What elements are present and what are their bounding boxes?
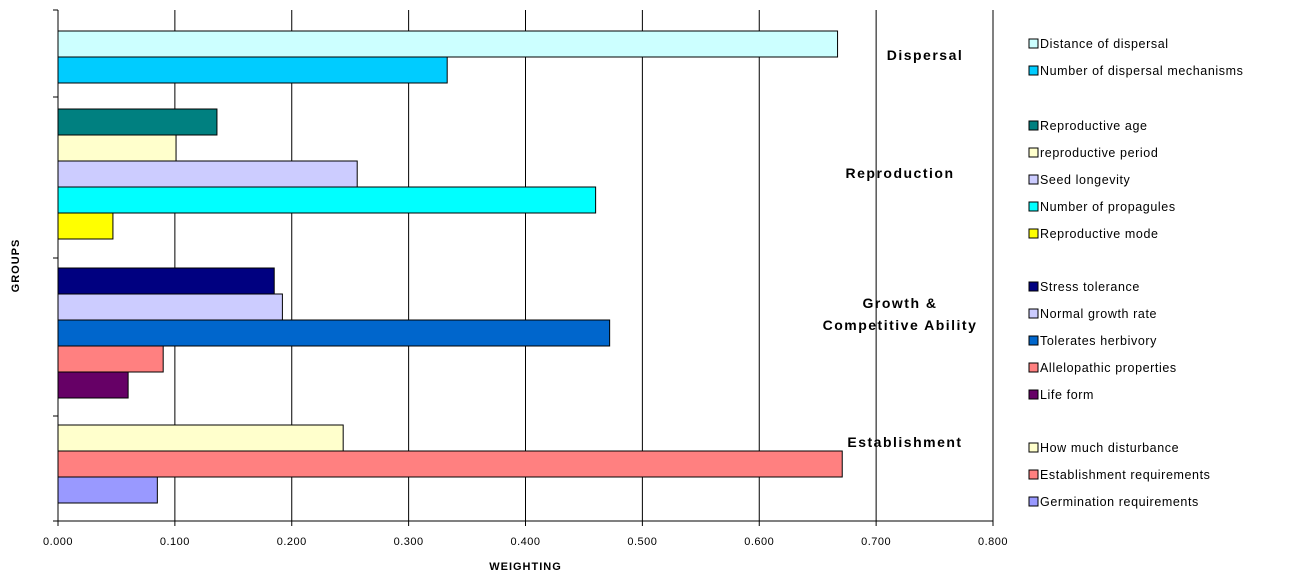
- legend-swatch: [1028, 281, 1039, 292]
- x-tick-label: 0.500: [627, 536, 657, 548]
- legend-label: Germination requirements: [1040, 495, 1199, 509]
- legend-swatch: [1028, 496, 1039, 507]
- legend-swatch: [1028, 201, 1039, 212]
- legend-label: Establishment requirements: [1040, 468, 1211, 482]
- group-label: Competitive Ability: [823, 317, 978, 333]
- legend-label: Life form: [1040, 388, 1094, 402]
- legend-swatch: [1028, 308, 1039, 319]
- legend-label: Allelopathic properties: [1040, 361, 1177, 375]
- legend-label: Reproductive age: [1040, 119, 1148, 133]
- bar: [57, 371, 129, 399]
- x-tick-label: 0.400: [510, 536, 540, 548]
- bar: [57, 30, 839, 58]
- bar: [57, 186, 597, 214]
- legend-label: Normal growth rate: [1040, 307, 1157, 321]
- x-tick-labels: 0.000 0.100 0.200 0.300 0.400 0.500 0.600 0.700…: [43, 536, 1008, 548]
- group-label: Reproduction: [846, 165, 955, 181]
- bars: [57, 30, 843, 504]
- x-tick-label: 0.700: [861, 536, 891, 548]
- group-label: Dispersal: [887, 47, 964, 63]
- bar: [57, 450, 843, 478]
- bar: [57, 319, 611, 347]
- legend-swatch: [1028, 442, 1039, 453]
- legend-swatch: [1028, 389, 1039, 400]
- legend-swatch: [1028, 335, 1039, 346]
- legend-swatch: [1028, 147, 1039, 158]
- legend-label: Number of propagules: [1040, 200, 1176, 214]
- bar: [57, 108, 218, 136]
- x-tick-label: 0.000: [43, 536, 73, 548]
- legend: Distance of dispersal Number of dispersal…: [1028, 37, 1244, 509]
- bar: [57, 267, 275, 295]
- legend-label: Distance of dispersal: [1040, 37, 1169, 51]
- legend-label: Seed longevity: [1040, 173, 1131, 187]
- legend-swatch: [1028, 174, 1039, 185]
- legend-label: reproductive period: [1040, 146, 1158, 160]
- x-tick-label: 0.100: [160, 536, 190, 548]
- legend-swatch: [1028, 120, 1039, 131]
- group-label: Establishment: [847, 434, 962, 450]
- legend-label: Tolerates herbivory: [1040, 334, 1157, 348]
- x-axis-title: WEIGHTING: [489, 561, 562, 573]
- x-tick-label: 0.600: [744, 536, 774, 548]
- legend-swatch: [1028, 65, 1039, 76]
- legend-swatch: [1028, 38, 1039, 49]
- legend-swatch: [1028, 469, 1039, 480]
- legend-swatch: [1028, 362, 1039, 373]
- gridlines: [174, 10, 994, 521]
- legend-swatch: [1028, 228, 1039, 239]
- axes: [53, 9, 994, 526]
- bar: [57, 56, 448, 84]
- bar: [57, 424, 344, 452]
- x-tick-label: 0.200: [277, 536, 307, 548]
- bar: [57, 345, 164, 373]
- legend-label: Reproductive mode: [1040, 227, 1159, 241]
- legend-label: Stress tolerance: [1040, 280, 1140, 294]
- legend-label: Number of dispersal mechanisms: [1040, 64, 1244, 78]
- group-labels: Dispersal Reproduction Growth & Competitive…: [823, 47, 978, 450]
- bar: [57, 293, 283, 321]
- bar: [57, 476, 158, 504]
- group-label: Growth &: [863, 295, 938, 311]
- bar: [57, 134, 177, 162]
- y-axis-title: GROUPS: [10, 239, 22, 293]
- bar: [57, 212, 114, 240]
- legend-label: How much disturbance: [1040, 441, 1179, 455]
- bar: [57, 160, 358, 188]
- x-tick-label: 0.300: [394, 536, 424, 548]
- x-tick-label: 0.800: [978, 536, 1008, 548]
